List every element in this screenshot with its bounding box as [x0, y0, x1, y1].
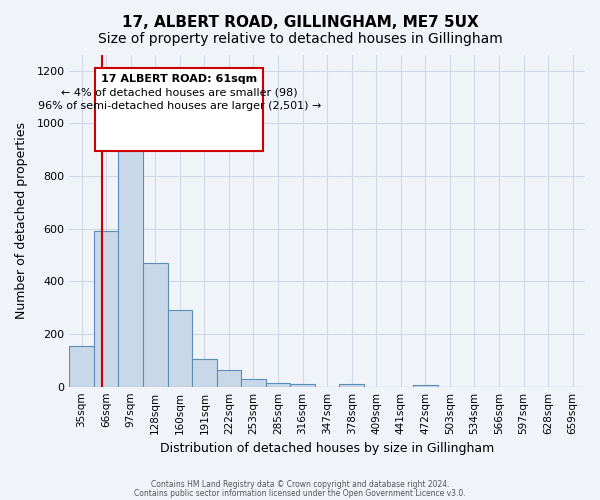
Bar [217, 370, 241, 386]
Text: ← 4% of detached houses are smaller (98): ← 4% of detached houses are smaller (98) [61, 88, 298, 98]
FancyBboxPatch shape [95, 68, 263, 151]
Bar [192, 359, 217, 386]
Y-axis label: Number of detached properties: Number of detached properties [15, 122, 28, 320]
Bar [118, 151, 143, 386]
Bar [241, 379, 266, 386]
Bar [340, 384, 364, 386]
Text: Contains public sector information licensed under the Open Government Licence v3: Contains public sector information licen… [134, 488, 466, 498]
Bar [167, 310, 192, 386]
Bar [266, 382, 290, 386]
Bar [290, 384, 315, 386]
X-axis label: Distribution of detached houses by size in Gillingham: Distribution of detached houses by size … [160, 442, 494, 455]
Bar [143, 263, 167, 386]
Text: 17 ALBERT ROAD: 61sqm: 17 ALBERT ROAD: 61sqm [101, 74, 257, 84]
Bar [94, 232, 118, 386]
Text: Contains HM Land Registry data © Crown copyright and database right 2024.: Contains HM Land Registry data © Crown c… [151, 480, 449, 489]
Text: 96% of semi-detached houses are larger (2,501) →: 96% of semi-detached houses are larger (… [38, 101, 321, 111]
Bar [70, 346, 94, 387]
Text: 17, ALBERT ROAD, GILLINGHAM, ME7 5UX: 17, ALBERT ROAD, GILLINGHAM, ME7 5UX [122, 15, 478, 30]
Text: Size of property relative to detached houses in Gillingham: Size of property relative to detached ho… [98, 32, 502, 46]
